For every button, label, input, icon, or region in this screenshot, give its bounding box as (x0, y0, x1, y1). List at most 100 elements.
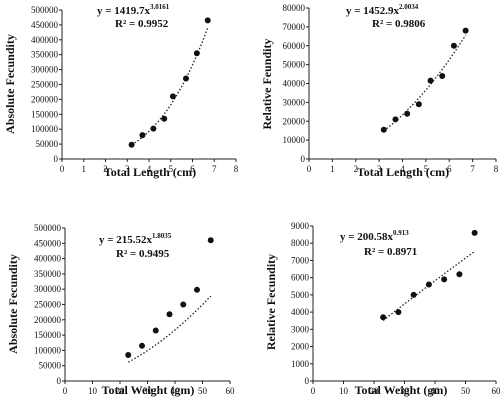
chart-4-y-tick-label: 8000 (291, 238, 310, 248)
chart-3-data-point (152, 327, 159, 334)
chart-2-equation: y = 1452.9x2.0034 (346, 3, 419, 17)
chart-1-y-tick-label: 50000 (36, 139, 59, 149)
chart-2-y-tick-label: 0 (301, 154, 306, 164)
chart-2-data-point (450, 42, 457, 49)
chart-2: 0 10000 20000 30000 40000 50000 60000 70000 8000… (260, 3, 499, 179)
chart-1-x-tick-label: 2 (103, 164, 108, 174)
chart-1-y-tick-label: 400000 (31, 35, 59, 45)
chart-2-equation-exponent: 2.0034 (399, 3, 419, 11)
chart-1-y-tick-label: 100000 (31, 124, 59, 134)
chart-4-data-point (441, 276, 448, 283)
chart-3-data-point (207, 237, 214, 244)
chart-2-x-tick-label: 0 (307, 164, 312, 174)
chart-3-equation: y = 215.52x1.8035 (99, 232, 172, 246)
chart-2-y-axis-label: Relative Feundity (260, 39, 274, 130)
chart-2-data-point (462, 27, 469, 34)
chart-3-data-point (166, 311, 173, 318)
chart-4-y-tick-label: 7000 (291, 255, 310, 265)
chart-3-y-tick-label: 0 (57, 376, 62, 386)
chart-3-y-tick-label: 100000 (34, 345, 62, 355)
chart-1-y-tick-label: 200000 (31, 94, 59, 104)
chart-4-data-point (380, 314, 387, 321)
chart-1-x-axis-label: Total Length (cm) (104, 165, 196, 179)
chart-2-x-tick-label: 6 (447, 164, 452, 174)
chart-1-data-point (204, 17, 211, 24)
chart-4-x-tick-label: 30 (400, 386, 410, 396)
chart-3-y-tick-label: 350000 (34, 269, 62, 279)
chart-3-y-tick-label: 400000 (34, 254, 62, 264)
chart-2-x-axis-label: Total Length (cm) (357, 165, 449, 179)
chart-1-x-tick-label: 8 (234, 164, 239, 174)
chart-3-x-tick-label: 60 (226, 386, 236, 396)
chart-1-data-point (169, 93, 176, 100)
chart-4-x-tick-label: 40 (431, 386, 441, 396)
chart-1: 0500001000001500002000002500003000003500… (3, 3, 239, 179)
chart-1-equation-exponent: 3.0161 (150, 3, 170, 11)
chart-4-r-squared: R² = 0.8971 (364, 246, 417, 258)
chart-4-x-tick-label: 20 (370, 386, 380, 396)
chart-3-data-point (194, 286, 200, 293)
chart-1-data-point (128, 141, 135, 148)
chart-3-x-tick-label: 0 (63, 386, 68, 396)
chart-1-y-tick-label: 300000 (31, 65, 59, 75)
chart-2-x-tick-label: 3 (377, 164, 382, 174)
chart-1-y-tick-label: 250000 (31, 80, 59, 90)
chart-4-x-axis-label: Total Weight (gm) (355, 383, 448, 397)
chart-4-y-tick-label: 9000 (291, 221, 310, 231)
chart-2-x-tick-label: 7 (470, 164, 475, 174)
chart-3-x-tick-label: 10 (88, 386, 98, 396)
chart-2-data-point (404, 110, 411, 117)
chart-4-y-tick-label: 0 (305, 376, 310, 386)
chart-4-data-point (456, 271, 463, 278)
chart-1-x-tick-label: 7 (212, 164, 217, 174)
chart-4-x-tick-label: 60 (492, 386, 500, 396)
chart-4-x-tick-label: 50 (461, 386, 471, 396)
chart-2-x-tick-label: 1 (330, 164, 335, 174)
chart-2-data-point (392, 116, 399, 123)
chart-1-x-tick-label: 5 (169, 164, 174, 174)
chart-3-y-tick-label: 300000 (34, 284, 62, 294)
chart-1-data-point (161, 115, 168, 122)
chart-3-x-axis-label: Total Weight (gm) (102, 383, 195, 397)
chart-3-data-point (125, 351, 132, 358)
chart-2-y-tick-label: 70000 (283, 22, 306, 32)
chart-2-x-tick-label: 4 (400, 164, 405, 174)
chart-1-y-axis-label: Absolute Fecundity (3, 34, 17, 134)
chart-4-equation: y = 200.58x0.913 (340, 229, 409, 243)
chart-4: 0 1000 2000 3000 4000 5000 6000 7000 8000 9000 0 10… (264, 221, 500, 397)
chart-1-data-point (193, 50, 200, 57)
chart-3-data-point (180, 301, 187, 308)
chart-1-equation: y = 1419.7x3.0161 (97, 3, 170, 17)
chart-4-y-tick-label: 1000 (291, 359, 310, 369)
chart-4-y-tick-label: 2000 (291, 342, 310, 352)
chart-4-equation-exponent: 0.913 (393, 229, 409, 237)
chart-4-x-tick-label: 0 (311, 386, 316, 396)
chart-1-x-tick-label: 1 (82, 164, 87, 174)
chart-2-r-squared: R² = 0.9806 (372, 18, 426, 30)
chart-1-data-point (139, 132, 146, 139)
chart-3-data-point (139, 342, 145, 349)
chart-1-x-tick-label: 0 (60, 164, 65, 174)
chart-2-data-point (380, 126, 387, 133)
chart-3-equation-base: y = 215.52x (99, 234, 153, 246)
chart-2-y-tick-label: 20000 (283, 116, 306, 126)
chart-1-y-tick-label: 0 (54, 154, 59, 164)
chart-3-y-tick-label: 250000 (34, 300, 62, 310)
chart-2-data-point (439, 72, 446, 79)
chart-1-y-tick-label: 350000 (31, 50, 59, 60)
chart-3-y-tick-label: 150000 (34, 330, 62, 340)
chart-1-y-tick-label: 500000 (31, 5, 59, 15)
chart-3-y-tick-label: 450000 (34, 238, 62, 248)
chart-2-y-tick-label: 40000 (283, 79, 306, 89)
chart-4-trendline (382, 250, 475, 322)
chart-2-y-tick-label: 80000 (283, 3, 306, 13)
chart-1-x-tick-label: 3 (125, 164, 130, 174)
chart-1-data-point (182, 75, 189, 82)
chart-4-data-point (425, 281, 432, 288)
chart-2-x-tick-label: 8 (494, 164, 499, 174)
chart-4-y-tick-label: 3000 (291, 324, 310, 334)
chart-4-y-tick-label: 4000 (291, 307, 310, 317)
chart-4-data-point (395, 309, 402, 316)
chart-4-equation-base: y = 200.58x (340, 231, 394, 243)
